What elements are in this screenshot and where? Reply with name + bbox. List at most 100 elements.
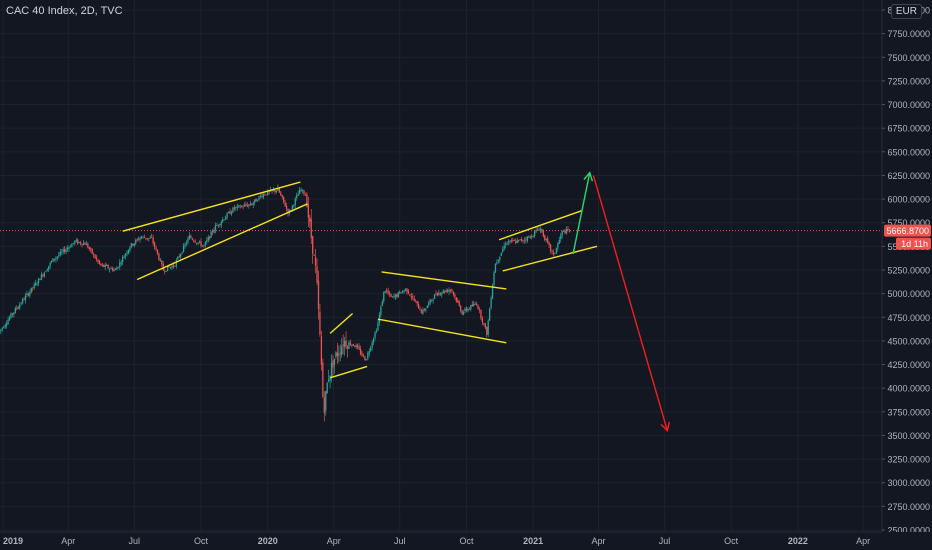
candle-body bbox=[409, 294, 411, 296]
candle-body bbox=[124, 254, 127, 257]
candle-body bbox=[190, 235, 192, 239]
candle-body bbox=[320, 336, 323, 365]
candle-body bbox=[248, 204, 250, 206]
candle-body bbox=[220, 221, 222, 226]
candle-body bbox=[319, 311, 321, 335]
candle-body bbox=[401, 291, 404, 293]
candle-body bbox=[467, 309, 469, 312]
candle-body bbox=[198, 241, 201, 243]
candle-body bbox=[39, 279, 41, 280]
candle-body bbox=[34, 282, 37, 286]
candle-body bbox=[101, 264, 104, 266]
time-tick-label: Apr bbox=[591, 536, 605, 546]
candle-body bbox=[364, 356, 366, 361]
candle-body bbox=[210, 231, 212, 238]
candle-body bbox=[548, 242, 550, 245]
candle-body bbox=[561, 230, 563, 236]
candle-body bbox=[153, 242, 156, 247]
time-tick-label: Jul bbox=[394, 536, 406, 546]
candle-body bbox=[367, 352, 369, 359]
candle-body bbox=[317, 280, 320, 310]
candle-body bbox=[78, 242, 80, 243]
candle-body bbox=[149, 237, 151, 239]
candle-body bbox=[171, 265, 173, 268]
candle-body bbox=[339, 352, 341, 354]
candle-body bbox=[143, 237, 146, 238]
candle-body bbox=[29, 291, 31, 296]
candle-body bbox=[387, 290, 389, 294]
candle-body bbox=[261, 196, 263, 197]
candle-body bbox=[393, 296, 395, 298]
candle-body bbox=[507, 241, 510, 243]
candle-body bbox=[159, 260, 162, 261]
candle-body bbox=[278, 188, 280, 193]
candle-body bbox=[372, 338, 375, 343]
candle-body bbox=[426, 305, 428, 309]
candle-body bbox=[415, 301, 417, 303]
candle-body bbox=[562, 230, 565, 232]
candle-body bbox=[177, 256, 179, 260]
candle-body bbox=[384, 291, 386, 293]
time-tick-label: Apr bbox=[856, 536, 870, 546]
candle-body bbox=[430, 299, 433, 301]
candle-body bbox=[272, 190, 275, 191]
candle-body bbox=[20, 303, 22, 304]
candle-body bbox=[55, 258, 57, 260]
candle-body bbox=[90, 248, 92, 250]
time-axis[interactable]: 2019 Apr Jul Oct 2020 Apr Jul Oct 2021 Apr Jul Oct 2… bbox=[0, 531, 932, 550]
candle-body bbox=[551, 250, 553, 252]
candle-body bbox=[298, 189, 301, 195]
candle-body bbox=[251, 204, 253, 206]
candle-body bbox=[474, 303, 476, 305]
time-tick-label: Jul bbox=[659, 536, 671, 546]
candle-body bbox=[254, 199, 256, 203]
arrow-head bbox=[583, 171, 594, 182]
candle-body bbox=[230, 212, 233, 215]
candle-body bbox=[8, 317, 11, 321]
candle-body bbox=[555, 248, 558, 254]
candle-body bbox=[27, 293, 30, 296]
candle-body bbox=[85, 243, 88, 246]
candle-body bbox=[172, 265, 175, 267]
candle-body bbox=[11, 313, 14, 315]
candle-body bbox=[97, 259, 99, 262]
candle-body bbox=[357, 345, 359, 347]
candle-body bbox=[185, 243, 188, 245]
candle-body bbox=[255, 198, 257, 202]
candle-body bbox=[262, 193, 265, 198]
candle-body bbox=[180, 254, 182, 257]
price-tick-label: 5250.0000 bbox=[887, 266, 930, 276]
currency-badge[interactable]: EUR bbox=[890, 4, 922, 19]
candle-body bbox=[538, 229, 540, 231]
candle-body bbox=[486, 326, 488, 336]
candle-body bbox=[126, 252, 128, 254]
candle-body bbox=[433, 294, 436, 300]
candle-body bbox=[565, 229, 568, 234]
candle-body bbox=[547, 238, 549, 243]
candle-body bbox=[303, 190, 305, 195]
time-tick-label: 2019 bbox=[3, 536, 23, 546]
candle-body bbox=[63, 249, 66, 252]
candle-body bbox=[399, 291, 401, 293]
candle-body bbox=[375, 330, 378, 332]
last-price-tag-background bbox=[884, 224, 931, 237]
candle-body bbox=[194, 241, 196, 243]
candle-body bbox=[542, 230, 544, 237]
candle-body bbox=[468, 308, 471, 310]
candle-body bbox=[132, 243, 134, 246]
candle-body bbox=[420, 310, 423, 313]
price-tick-label: 3750.0000 bbox=[887, 407, 930, 417]
candle-body bbox=[58, 255, 60, 257]
candle-body bbox=[161, 260, 163, 265]
candle-body bbox=[307, 204, 309, 218]
candle-body bbox=[343, 340, 346, 347]
symbol-title[interactable]: CAC 40 Index, 2D, TVC bbox=[6, 5, 123, 17]
candle-body bbox=[323, 397, 325, 413]
price-tick-label: 4750.0000 bbox=[887, 313, 930, 323]
candle-body bbox=[274, 190, 276, 192]
candle-body bbox=[429, 299, 431, 304]
time-tick-label: Oct bbox=[459, 536, 474, 546]
candle-body bbox=[40, 274, 43, 280]
price-axis[interactable]: 8000.00007750.00007500.00007250.00007000… bbox=[881, 0, 932, 550]
